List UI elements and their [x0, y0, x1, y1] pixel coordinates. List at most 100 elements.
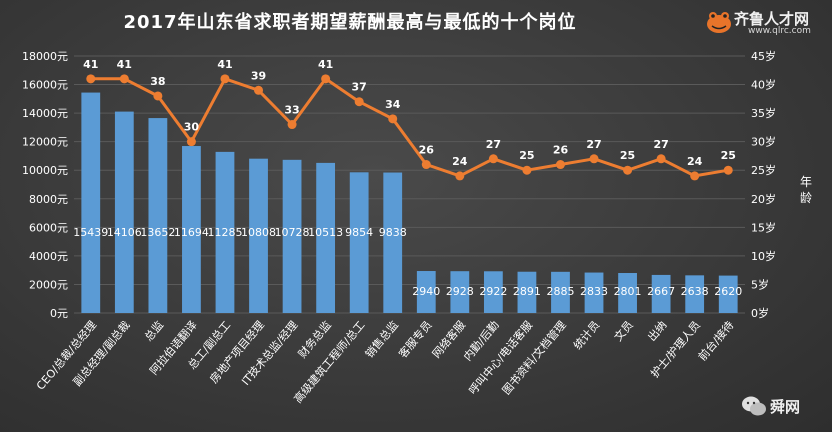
x-tick-label: 图书资料/文档管理: [499, 318, 569, 397]
bar: [517, 271, 537, 313]
age-value-label: 25: [721, 149, 736, 162]
y-left-tick-label: 10000元: [22, 164, 68, 177]
age-value-label: 33: [284, 104, 299, 117]
age-point: [723, 165, 733, 175]
bar: [249, 158, 268, 313]
age-line: [90, 77, 729, 178]
age-value-label: 37: [352, 81, 367, 94]
bar-value-label: 2620: [714, 285, 742, 298]
bar: [450, 271, 470, 313]
age-point: [119, 74, 129, 84]
bar: [182, 146, 201, 313]
y-right-tick-label: 20岁: [751, 192, 776, 206]
x-tick-label: 客服专员: [396, 318, 435, 361]
brand-name: 齐鲁人才网: [734, 10, 810, 28]
bar-value-label: 9838: [379, 226, 407, 239]
bar: [718, 275, 738, 313]
bar-value-label: 14106: [107, 226, 142, 239]
wechat-icon: [742, 396, 766, 416]
bar-value-label: 2891: [513, 285, 541, 298]
bar-value-label: 2801: [614, 285, 642, 298]
bar: [148, 118, 168, 314]
age-point: [656, 154, 666, 164]
bar-value-label: 10513: [308, 226, 343, 239]
y-left-tick-label: 18000元: [22, 50, 68, 63]
y-right-tick-label: 0岁: [751, 306, 769, 320]
age-point: [522, 165, 532, 175]
bar: [316, 162, 336, 313]
age-value-label: 25: [620, 149, 635, 162]
x-tick-label: 总监: [141, 318, 166, 344]
bar: [483, 271, 503, 313]
age-point: [186, 137, 196, 147]
age-point: [220, 74, 230, 84]
age-point: [86, 74, 96, 84]
frog-logo-icon: [707, 12, 731, 33]
bar-value-label: 10808: [241, 226, 276, 239]
x-tick-label: 前台/接待: [695, 318, 736, 364]
y-left-tick-label: 6000元: [29, 221, 68, 234]
age-value-label: 26: [553, 144, 569, 157]
age-point: [421, 160, 431, 170]
y-right-tick-label: 35岁: [751, 106, 776, 120]
y-right-axis-label: 龄: [800, 191, 812, 205]
y-left-tick-label: 4000元: [29, 250, 68, 263]
age-value-label: 38: [150, 75, 165, 88]
bar-value-label: 9854: [345, 226, 373, 239]
age-value-label: 24: [687, 155, 703, 168]
watermark: 舜网: [740, 394, 820, 418]
age-value-label: 27: [586, 138, 601, 151]
bar: [349, 172, 369, 313]
age-value-label: 27: [486, 138, 501, 151]
x-tick-label: 出纳: [645, 318, 670, 344]
bar-value-label: 15439: [73, 226, 108, 239]
bar: [114, 111, 134, 314]
bar-value-label: 2638: [681, 285, 709, 298]
bar: [383, 172, 403, 313]
age-value-label: 41: [83, 58, 98, 71]
bar: [584, 272, 604, 313]
age-point: [354, 97, 364, 107]
y-right-tick-label: 25岁: [751, 163, 776, 177]
brand-url: www.qlrc.com: [748, 26, 811, 36]
age-point: [455, 171, 465, 181]
age-value-label: 39: [251, 69, 266, 82]
brand-logo: 齐鲁人才网 www.qlrc.com: [704, 6, 824, 40]
age-point: [589, 154, 599, 164]
bar-value-label: 2667: [647, 285, 675, 298]
x-tick-label: 副总经理/副总裁: [70, 318, 133, 389]
bar-value-label: 2885: [546, 285, 574, 298]
y-right-tick-label: 45岁: [751, 49, 776, 63]
age-point: [287, 120, 297, 130]
y-right-tick-label: 30岁: [751, 135, 776, 149]
y-left-tick-label: 0元: [50, 307, 68, 320]
watermark-label: 舜网: [770, 398, 801, 416]
age-value-label: 24: [452, 155, 468, 168]
bar-value-label: 2922: [479, 285, 507, 298]
age-point: [488, 154, 498, 164]
age-point: [254, 85, 264, 95]
bar-value-label: 2940: [412, 285, 440, 298]
age-value-label: 27: [653, 138, 668, 151]
age-value-label: 41: [217, 58, 232, 71]
age-point: [153, 91, 163, 101]
y-left-tick-label: 8000元: [29, 193, 68, 206]
bar: [282, 159, 302, 313]
x-tick-label: CEO/总裁/总经理: [33, 318, 99, 393]
y-right-tick-label: 15岁: [751, 220, 776, 234]
bar: [215, 151, 235, 313]
y-left-tick-label: 12000元: [22, 136, 68, 149]
age-value-label: 41: [318, 58, 333, 71]
age-point: [623, 165, 633, 175]
bar-value-label: 11694: [174, 226, 209, 239]
y-left-tick-label: 14000元: [22, 107, 68, 120]
age-value-label: 26: [419, 144, 435, 157]
y-left-tick-label: 2000元: [29, 278, 68, 291]
bar-value-label: 2833: [580, 285, 608, 298]
bar: [618, 273, 637, 313]
bar: [551, 271, 570, 313]
chart-title: 2017年山东省求职者期望薪酬最高与最低的十个岗位: [123, 12, 577, 33]
y-left-tick-label: 16000元: [22, 79, 68, 92]
